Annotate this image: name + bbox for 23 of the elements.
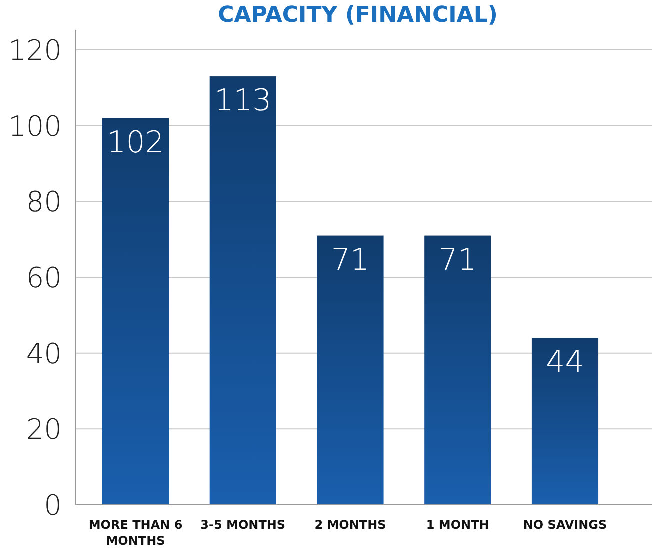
data-label: 44 [546, 345, 584, 380]
y-tick-label: 60 [26, 262, 62, 294]
data-label: 71 [331, 242, 370, 278]
bar [532, 338, 599, 505]
x-tick-label: NO SAVINGS [523, 518, 608, 532]
bar [424, 236, 492, 505]
y-tick-label: 20 [26, 413, 62, 446]
x-tick-label: MORE THAN 6 MONTHS [88, 518, 183, 548]
data-label: 113 [214, 84, 272, 119]
x-tick-label: 2 MONTHS [314, 518, 386, 532]
data-label: 102 [107, 125, 164, 160]
y-tick-label: 40 [26, 337, 62, 370]
y-tick-label: 100 [8, 110, 62, 143]
x-tick-label: 3-5 MONTHS [200, 518, 286, 532]
y-tick-label: 0 [44, 489, 62, 522]
bar [210, 76, 276, 505]
data-label: 71 [438, 242, 477, 278]
x-tick-label: 1 MONTH [426, 518, 490, 532]
bar [102, 118, 170, 505]
y-tick-label: 80 [26, 186, 62, 219]
bar [317, 236, 384, 505]
y-tick-label: 120 [8, 34, 62, 67]
chart-title: CAPACITY (FINANCIAL) [218, 3, 498, 28]
